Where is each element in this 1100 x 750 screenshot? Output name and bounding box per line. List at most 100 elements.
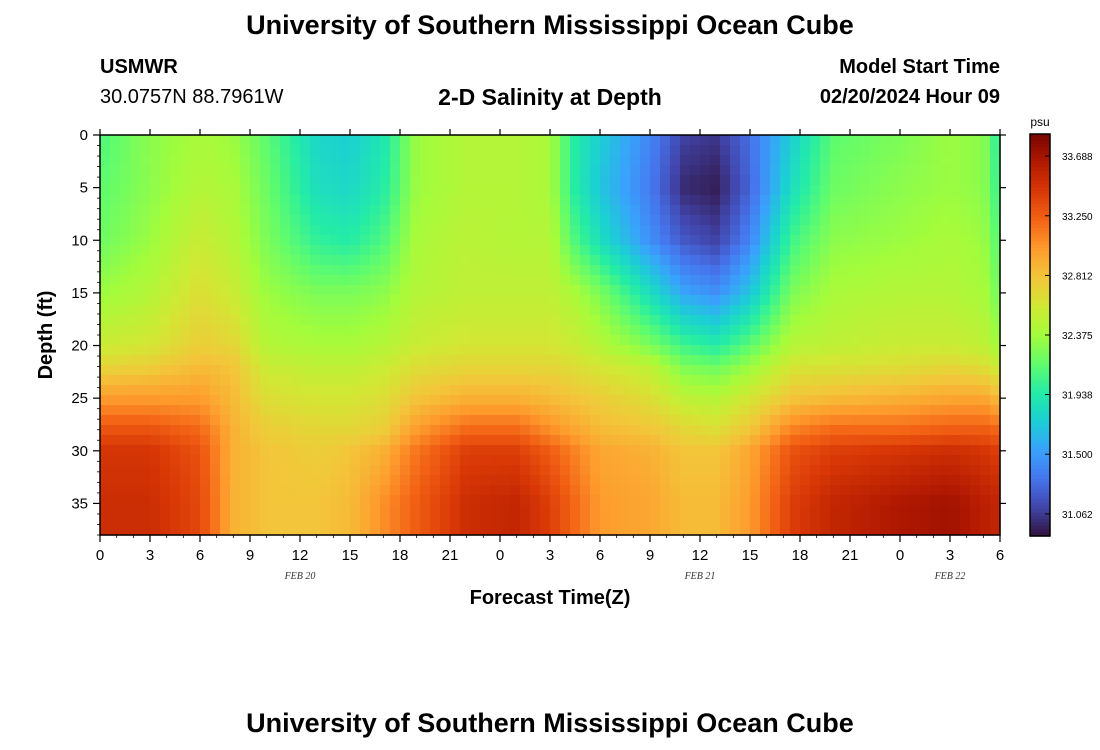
heatmap-cell	[260, 365, 271, 376]
heatmap-cell	[360, 165, 371, 176]
heatmap-cell	[970, 525, 981, 536]
heatmap-cell	[640, 155, 651, 166]
heatmap-cell	[760, 385, 771, 396]
heatmap-cell	[930, 435, 941, 446]
heatmap-cell	[810, 345, 821, 356]
heatmap-cell	[350, 205, 361, 216]
heatmap-cell	[740, 425, 751, 436]
heatmap-cell	[800, 495, 811, 506]
heatmap-cell	[660, 485, 671, 496]
heatmap-cell	[310, 215, 321, 226]
heatmap-cell	[820, 445, 831, 456]
heatmap-cell	[650, 135, 661, 146]
heatmap-cell	[310, 205, 321, 216]
heatmap-cell	[820, 195, 831, 206]
heatmap-cell	[120, 415, 131, 426]
heatmap-cell	[300, 155, 311, 166]
heatmap-cell	[390, 355, 401, 366]
heatmap-cell	[260, 445, 271, 456]
heatmap-cell	[970, 415, 981, 426]
heatmap-cell	[890, 325, 901, 336]
heatmap-cell	[450, 385, 461, 396]
heatmap-cell	[540, 335, 551, 346]
heatmap-cell	[800, 325, 811, 336]
heatmap-cell	[180, 195, 191, 206]
heatmap-cell	[780, 295, 791, 306]
heatmap-cell	[510, 465, 521, 476]
colorbar-swatch	[1030, 201, 1050, 205]
heatmap-cell	[920, 335, 931, 346]
heatmap-cell	[770, 465, 781, 476]
heatmap-cell	[310, 395, 321, 406]
heatmap-cell	[200, 275, 211, 286]
heatmap-cell	[600, 335, 611, 346]
heatmap-cell	[380, 315, 391, 326]
heatmap-cell	[410, 455, 421, 466]
heatmap-cell	[770, 255, 781, 266]
heatmap-cell	[930, 185, 941, 196]
heatmap-cell	[570, 145, 581, 156]
heatmap-cell	[750, 375, 761, 386]
heatmap-cell	[760, 415, 771, 426]
heatmap-cell	[310, 475, 321, 486]
heatmap-cell	[530, 235, 541, 246]
heatmap-cell	[730, 275, 741, 286]
heatmap-cell	[320, 215, 331, 226]
heatmap-cell	[230, 475, 241, 486]
heatmap-cell	[520, 425, 531, 436]
heatmap-cell	[780, 525, 791, 536]
heatmap-cell	[360, 245, 371, 256]
heatmap-cell	[750, 525, 761, 536]
heatmap-cell	[340, 445, 351, 456]
heatmap-cell	[100, 365, 111, 376]
heatmap-cell	[840, 205, 851, 216]
x-tick-label: 6	[596, 547, 604, 564]
heatmap-cell	[490, 175, 501, 186]
heatmap-cell	[110, 515, 121, 526]
heatmap-cell	[780, 265, 791, 276]
heatmap-cell	[490, 165, 501, 176]
heatmap-cell	[940, 385, 951, 396]
heatmap-cell	[490, 325, 501, 336]
heatmap-cell	[220, 195, 231, 206]
heatmap-cell	[630, 155, 641, 166]
heatmap-cell	[220, 265, 231, 276]
heatmap-cell	[840, 335, 851, 346]
heatmap-cell	[790, 185, 801, 196]
heatmap-cell	[290, 195, 301, 206]
heatmap-cell	[300, 175, 311, 186]
heatmap-cell	[480, 195, 491, 206]
heatmap-cell	[190, 225, 201, 236]
heatmap-cell	[740, 255, 751, 266]
heatmap-cell	[480, 395, 491, 406]
heatmap-cell	[880, 235, 891, 246]
heatmap-cell	[490, 355, 501, 366]
heatmap-cell	[940, 305, 951, 316]
heatmap-cell	[890, 185, 901, 196]
heatmap-cell	[390, 235, 401, 246]
heatmap-cell	[850, 445, 861, 456]
heatmap-cell	[660, 505, 671, 516]
heatmap-cell	[730, 225, 741, 236]
heatmap-cell	[450, 245, 461, 256]
heatmap-cell	[860, 525, 871, 536]
heatmap-cell	[210, 355, 221, 366]
heatmap-cell	[670, 475, 681, 486]
heatmap-cell	[460, 365, 471, 376]
heatmap-cell	[610, 515, 621, 526]
heatmap-cell	[160, 235, 171, 246]
heatmap-cell	[560, 245, 571, 256]
heatmap-cell	[260, 455, 271, 466]
heatmap-cell	[180, 205, 191, 216]
heatmap-cell	[470, 305, 481, 316]
heatmap-cell	[450, 435, 461, 446]
heatmap-cell	[180, 375, 191, 386]
heatmap-cell	[990, 335, 1001, 346]
heatmap-cell	[170, 345, 181, 356]
heatmap-cell	[440, 245, 451, 256]
heatmap-cell	[320, 315, 331, 326]
heatmap-cell	[210, 485, 221, 496]
heatmap-cell	[460, 435, 471, 446]
heatmap-cell	[470, 525, 481, 536]
heatmap-cell	[910, 435, 921, 446]
